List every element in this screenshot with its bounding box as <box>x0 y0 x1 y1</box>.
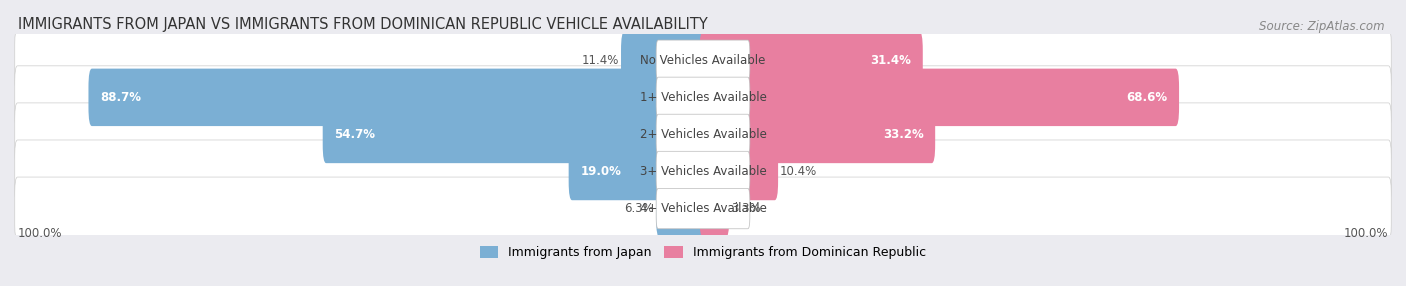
Text: Source: ZipAtlas.com: Source: ZipAtlas.com <box>1260 20 1385 33</box>
FancyBboxPatch shape <box>621 31 706 89</box>
FancyBboxPatch shape <box>657 180 706 237</box>
FancyBboxPatch shape <box>657 77 749 118</box>
FancyBboxPatch shape <box>657 40 749 80</box>
FancyBboxPatch shape <box>568 143 706 200</box>
FancyBboxPatch shape <box>14 177 1392 240</box>
Text: 11.4%: 11.4% <box>582 54 619 67</box>
Text: 3+ Vehicles Available: 3+ Vehicles Available <box>640 165 766 178</box>
FancyBboxPatch shape <box>657 188 749 229</box>
FancyBboxPatch shape <box>700 143 778 200</box>
FancyBboxPatch shape <box>14 140 1392 203</box>
FancyBboxPatch shape <box>700 180 730 237</box>
Text: No Vehicles Available: No Vehicles Available <box>640 54 766 67</box>
FancyBboxPatch shape <box>700 69 1180 126</box>
FancyBboxPatch shape <box>14 103 1392 166</box>
Text: 68.6%: 68.6% <box>1126 91 1167 104</box>
FancyBboxPatch shape <box>14 66 1392 129</box>
Text: 31.4%: 31.4% <box>870 54 911 67</box>
Text: 33.2%: 33.2% <box>883 128 924 141</box>
Legend: Immigrants from Japan, Immigrants from Dominican Republic: Immigrants from Japan, Immigrants from D… <box>475 241 931 264</box>
Text: 2+ Vehicles Available: 2+ Vehicles Available <box>640 128 766 141</box>
FancyBboxPatch shape <box>700 106 935 163</box>
Text: 88.7%: 88.7% <box>100 91 141 104</box>
Text: 19.0%: 19.0% <box>581 165 621 178</box>
Text: 10.4%: 10.4% <box>780 165 817 178</box>
FancyBboxPatch shape <box>14 29 1392 92</box>
FancyBboxPatch shape <box>657 151 749 192</box>
Text: 54.7%: 54.7% <box>335 128 375 141</box>
Text: 100.0%: 100.0% <box>1344 227 1389 240</box>
Text: 4+ Vehicles Available: 4+ Vehicles Available <box>640 202 766 215</box>
Text: IMMIGRANTS FROM JAPAN VS IMMIGRANTS FROM DOMINICAN REPUBLIC VEHICLE AVAILABILITY: IMMIGRANTS FROM JAPAN VS IMMIGRANTS FROM… <box>17 17 707 33</box>
Text: 6.3%: 6.3% <box>624 202 654 215</box>
FancyBboxPatch shape <box>89 69 706 126</box>
FancyBboxPatch shape <box>700 31 922 89</box>
FancyBboxPatch shape <box>657 114 749 155</box>
Text: 3.3%: 3.3% <box>731 202 761 215</box>
Text: 100.0%: 100.0% <box>17 227 62 240</box>
FancyBboxPatch shape <box>323 106 706 163</box>
Text: 1+ Vehicles Available: 1+ Vehicles Available <box>640 91 766 104</box>
